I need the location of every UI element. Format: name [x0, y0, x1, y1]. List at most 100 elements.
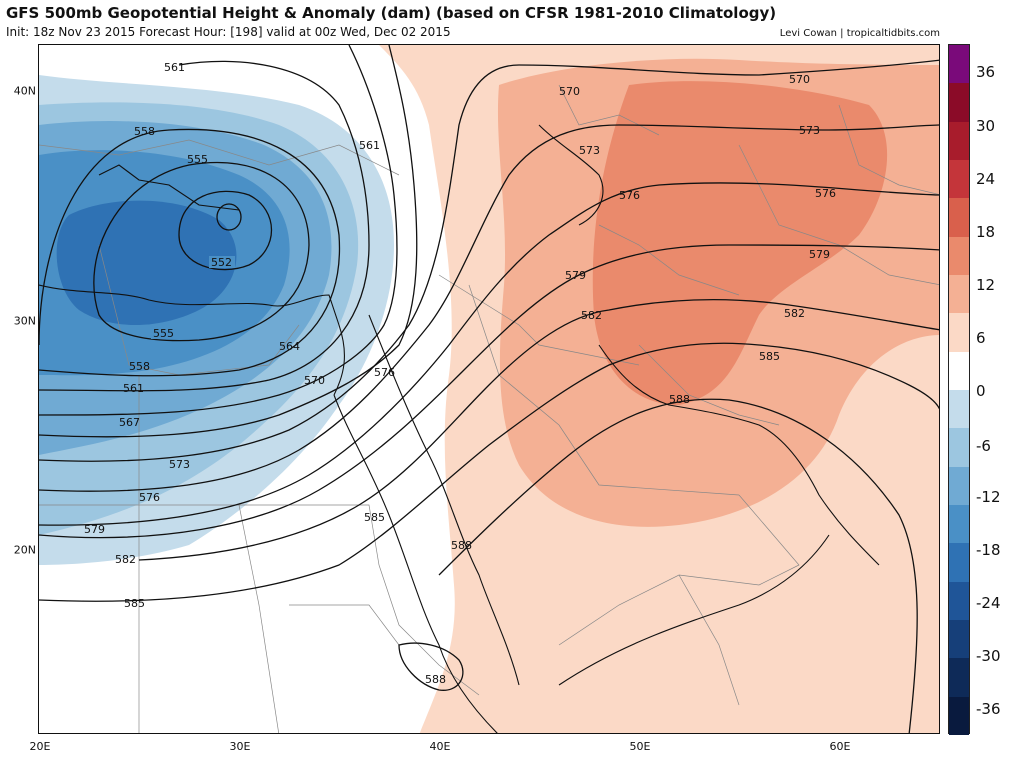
contour-label-573: 573: [169, 458, 190, 471]
contour-579: [39, 244, 939, 539]
colorbar-label: -12: [976, 488, 1001, 506]
colorbar-segment: [949, 45, 969, 84]
contour-label-585: 585: [124, 597, 145, 610]
contour-555: [93, 161, 310, 342]
contour-label-579: 579: [84, 523, 105, 536]
colorbar-segment: [949, 428, 969, 468]
contour-label-group: 552 555 555 558 558 561 561 561 564 567 …: [84, 61, 836, 686]
contour-564: [39, 45, 398, 416]
map-panel: 552 555 555 558 558 561 561 561 564 567 …: [38, 44, 940, 734]
contour-label-552: 552: [211, 256, 232, 269]
contour-label-558: 558: [129, 360, 150, 373]
contour-label-588-east: 588: [669, 393, 690, 406]
longitude-label: 30E: [229, 740, 251, 753]
coastlines: [39, 124, 880, 733]
red-sea-east-coast: [368, 314, 520, 686]
contour-label-558-north: 558: [134, 125, 155, 138]
colorbar-label: 30: [976, 117, 996, 135]
colorbar-segment: [949, 696, 969, 736]
colorbar-label: -18: [976, 541, 1001, 559]
contour-label-579-mid: 579: [565, 269, 586, 282]
contour-label-576-north: 576: [619, 189, 640, 202]
colorbar-segment: [949, 351, 969, 391]
red-sea-west-coast: [333, 394, 498, 733]
contour-label-576-ne: 576: [815, 187, 836, 200]
arabian-sea-coast: [558, 534, 830, 686]
longitude-label: 50E: [629, 740, 651, 753]
contour-label-555-north: 555: [187, 153, 208, 166]
contour-570: [39, 59, 939, 462]
contour-label-561: 561: [123, 382, 144, 395]
colorbar-label: 6: [976, 329, 986, 347]
latitude-label: 40N: [13, 84, 36, 98]
contour-558: [39, 128, 341, 377]
colorbar-segment: [949, 466, 969, 506]
colorbar-segment: [949, 236, 969, 276]
contour-585: [39, 342, 939, 602]
latitude-label: 20N: [13, 543, 36, 557]
map-svg: 552 555 555 558 558 561 561 561 564 567 …: [39, 45, 939, 733]
anomaly-pos18: [592, 81, 888, 405]
colorbar-segment: [949, 505, 969, 544]
contour-label-567: 567: [119, 416, 140, 429]
caspian-coast: [538, 124, 604, 226]
contour-label-555: 555: [153, 327, 174, 340]
contour-label-576-mid: 576: [374, 366, 395, 379]
contour-label-585-ne: 585: [759, 350, 780, 363]
political-borders: [39, 84, 939, 733]
colorbar-segment: [949, 658, 969, 698]
contour-567: [39, 45, 418, 438]
credit-text: Levi Cowan | tropicaltidbits.com: [779, 28, 940, 39]
contour-label-582: 582: [115, 553, 136, 566]
longitude-label: 20E: [29, 740, 51, 753]
colorbar-label: 0: [976, 382, 986, 400]
colorbar-label: 36: [976, 63, 996, 81]
contour-573: [39, 124, 939, 492]
contour-label-582-ne: 582: [784, 307, 805, 320]
positive-anomaly-shading: [379, 45, 939, 733]
contour-label-570-north: 570: [559, 85, 580, 98]
contour-549-center: [216, 203, 242, 231]
contour-label-573-ne: 573: [799, 124, 820, 137]
longitude-label: 40E: [429, 740, 451, 753]
contour-label-579-ne: 579: [809, 248, 830, 261]
colorbar-segment: [949, 275, 969, 314]
colorbar-segment: [949, 121, 969, 161]
colorbar-label: -36: [976, 700, 1001, 718]
colorbar-label: 12: [976, 276, 996, 294]
aegean-islands: [98, 164, 240, 211]
colorbar-segment: [949, 313, 969, 353]
colorbar-label: -6: [976, 437, 991, 455]
contour-label-588: 588: [451, 539, 472, 552]
contour-588-south: [398, 642, 464, 691]
persian-gulf-coast: [598, 344, 880, 566]
anomaly-colorbar: [948, 44, 970, 736]
colorbar-label: -24: [976, 594, 1001, 612]
colorbar-segment: [949, 390, 969, 429]
contour-label-570: 570: [304, 374, 325, 387]
colorbar-segment: [949, 543, 969, 583]
contour-576: [39, 182, 939, 526]
contour-label-561-ne: 561: [359, 139, 380, 152]
contour-588: [438, 398, 918, 733]
colorbar-segment: [949, 620, 969, 659]
colorbar-segment: [949, 198, 969, 238]
colorbar-segment: [949, 581, 969, 621]
contour-label-585-mid: 585: [364, 511, 385, 524]
colorbar-segment: [949, 160, 969, 199]
contour-label-588-south: 588: [425, 673, 446, 686]
anomaly-neg30: [56, 200, 237, 325]
contour-label-582-mid: 582: [581, 309, 602, 322]
contour-label-561-north: 561: [164, 61, 185, 74]
height-contours: [39, 45, 939, 733]
contour-561: [39, 60, 370, 392]
contour-label-564: 564: [279, 340, 300, 353]
latitude-label: 30N: [13, 314, 36, 327]
colorbar-label: 24: [976, 170, 996, 188]
map-subtitle: Init: 18z Nov 23 2015 Forecast Hour: [19…: [6, 25, 451, 39]
colorbar-label: 18: [976, 223, 996, 241]
colorbar-label: -30: [976, 647, 1001, 665]
mediterranean-coast: [39, 284, 345, 396]
contour-label-576: 576: [139, 491, 160, 504]
contour-552: [178, 190, 272, 271]
